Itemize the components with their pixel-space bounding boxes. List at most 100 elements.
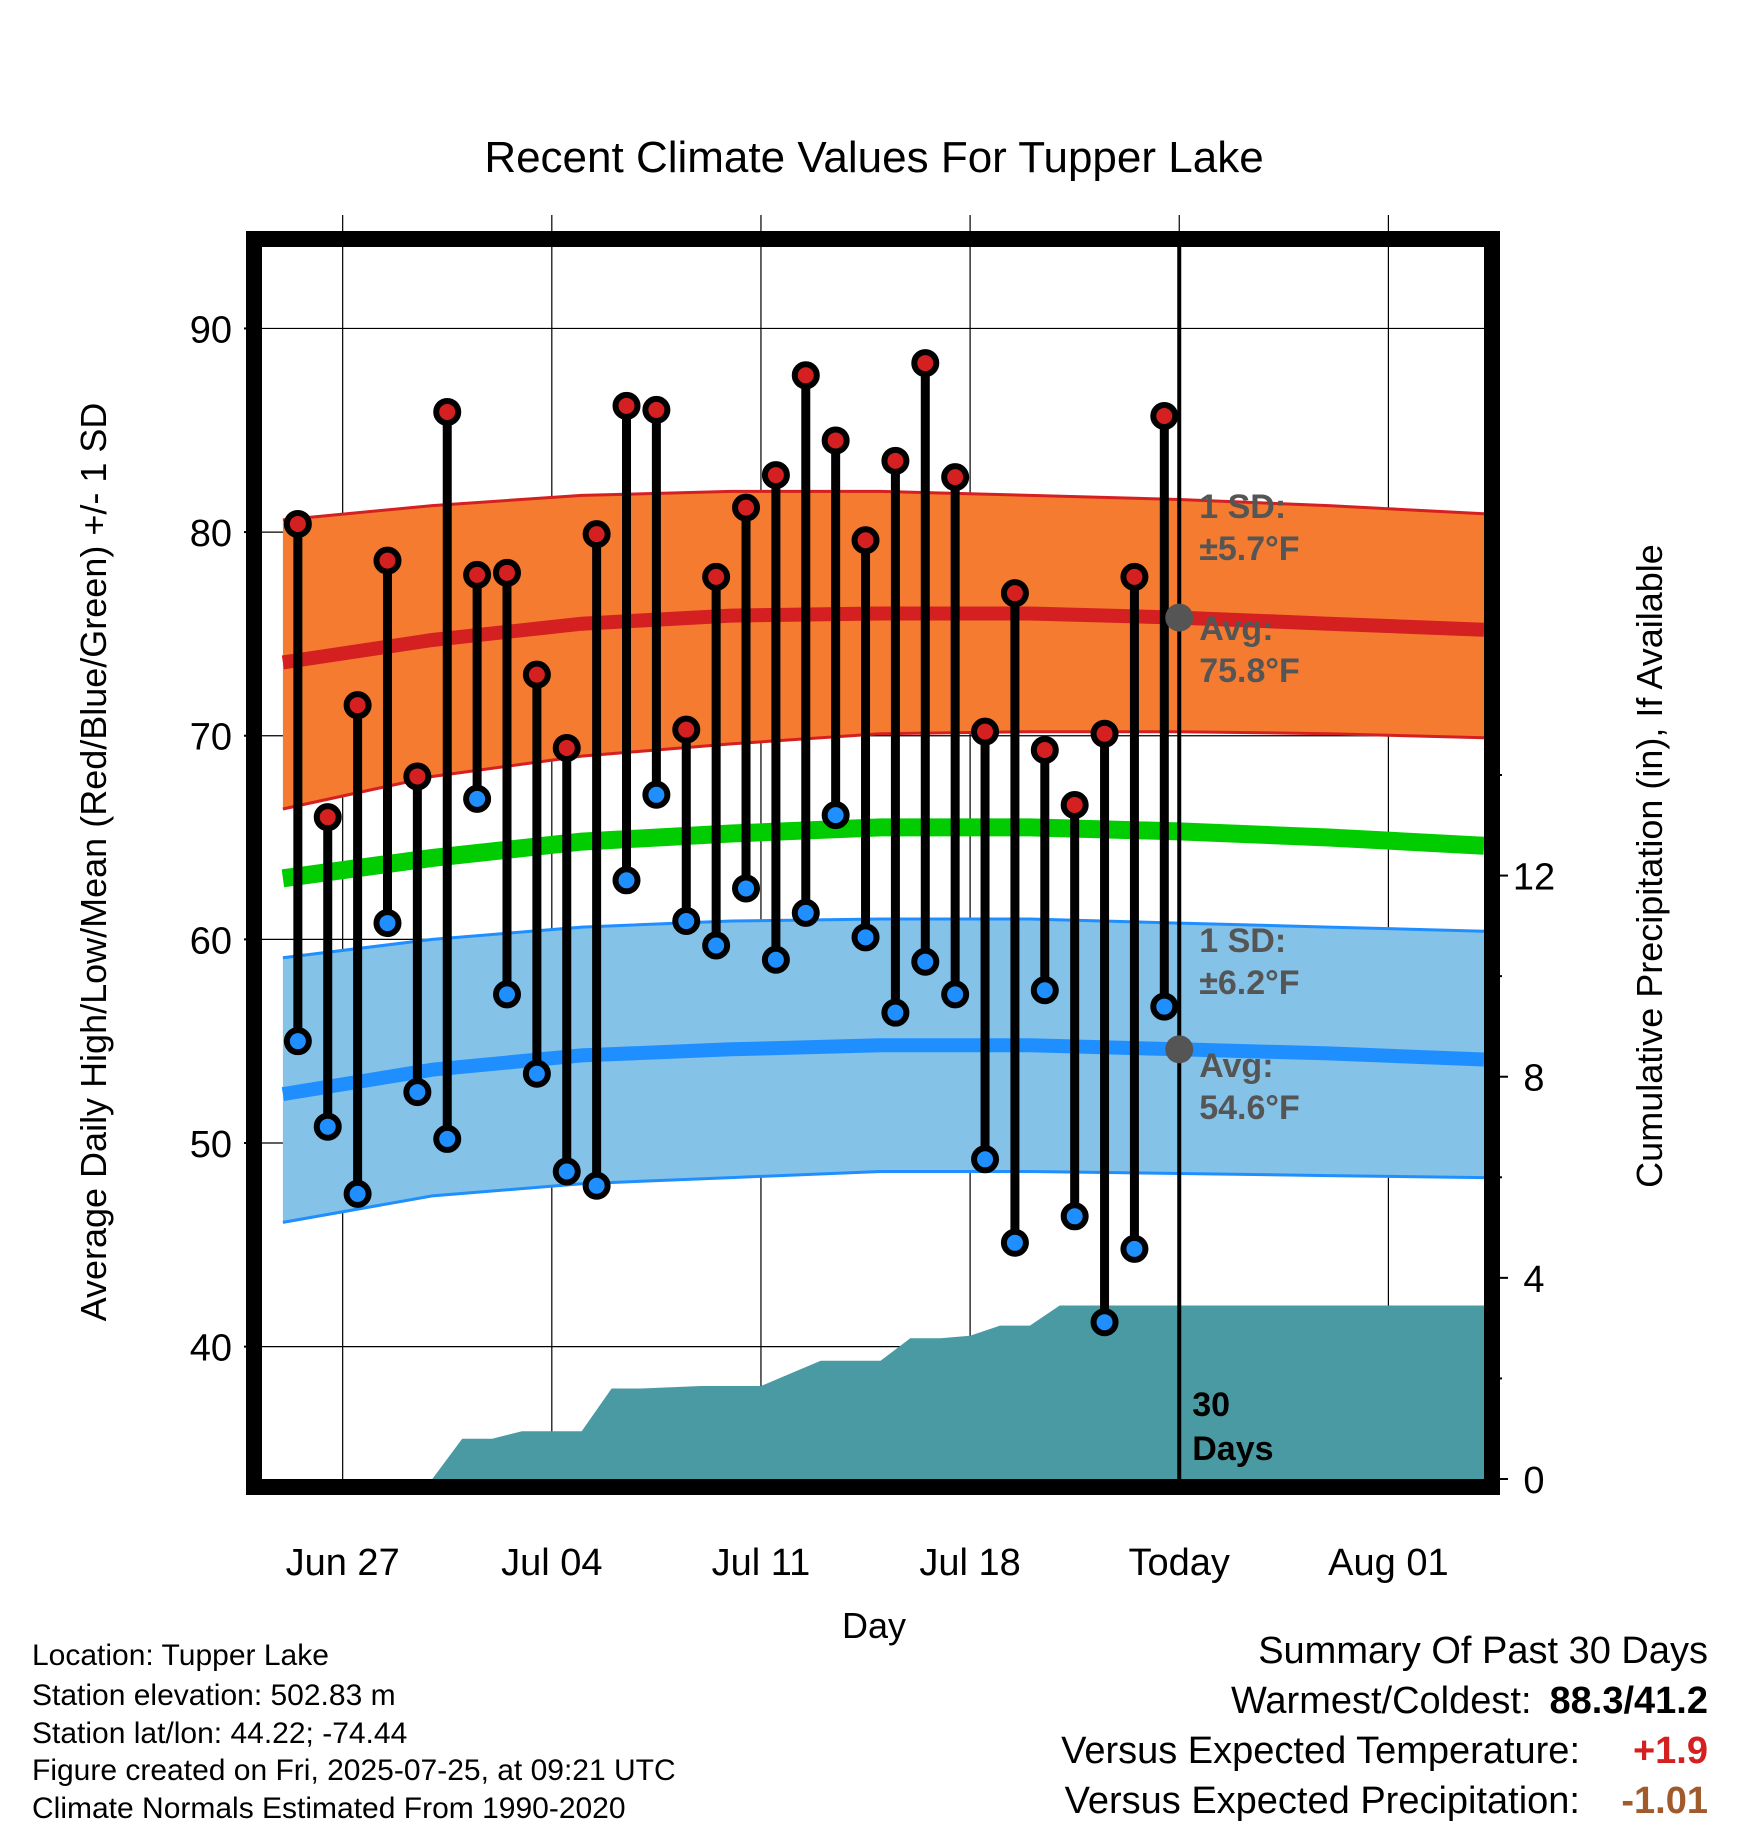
high-normal-band-upper — [282, 489, 1484, 522]
y-axis-title: Average Daily High/Low/Mean (Red/Blue/Gr… — [73, 403, 114, 1322]
high-avg-value: 75.8°F — [1199, 652, 1300, 690]
daily-low-point — [1120, 1234, 1149, 1263]
daily-low-point — [941, 980, 970, 1009]
daily-high-point — [791, 361, 820, 390]
warm-cold-label: Warmest/Coldest: — [1230, 1680, 1532, 1722]
y-tick-label: 40 — [190, 1328, 232, 1370]
low-normal-avg-line — [281, 1038, 1484, 1102]
warm-cold-value: 88.3/41.2 — [1549, 1680, 1708, 1722]
y-tick-label: 50 — [190, 1124, 232, 1166]
x-tick-label: Jul 04 — [501, 1542, 602, 1584]
daily-high-point — [552, 733, 581, 762]
daily-high-point — [403, 762, 432, 791]
daily-high-point — [941, 463, 970, 492]
daily-low-point — [1030, 976, 1059, 1005]
precip-label: Versus Expected Precipitation: — [1064, 1780, 1580, 1822]
daily-high-point — [522, 660, 551, 689]
daily-high-point — [1090, 719, 1119, 748]
created-text: Figure created on Fri, 2025-07-25, at 09… — [32, 1754, 676, 1787]
daily-low-point — [732, 874, 761, 903]
precip-area — [282, 1305, 1484, 1479]
daily-low-point — [642, 780, 671, 809]
daily-high-point — [1000, 579, 1029, 608]
y-tick-label: 60 — [190, 920, 232, 962]
today-days-number: 30 — [1192, 1386, 1230, 1424]
daily-low-point — [612, 866, 641, 895]
x-tick-label: Jul 11 — [712, 1542, 811, 1584]
daily-low-point — [881, 998, 910, 1027]
x-tick-label: Jul 18 — [919, 1542, 1020, 1584]
high-sd-value: ±5.7°F — [1199, 530, 1299, 568]
daily-high-point — [283, 509, 312, 538]
daily-low-point — [463, 784, 492, 813]
x-tick-label: Today — [1129, 1542, 1230, 1584]
daily-low-point — [492, 980, 521, 1009]
daily-low-point — [552, 1157, 581, 1186]
x-tick-label: Jun 27 — [286, 1542, 400, 1584]
daily-low-point — [582, 1171, 611, 1200]
daily-high-point — [1030, 735, 1059, 764]
daily-low-point — [433, 1124, 462, 1153]
low-normal-band — [282, 919, 1484, 1223]
daily-low-point — [911, 947, 940, 976]
low-avg-value: 54.6°F — [1199, 1089, 1300, 1127]
daily-high-point — [702, 562, 731, 591]
daily-high-point — [911, 349, 940, 378]
daily-high-point — [732, 493, 761, 522]
high-sd-label: 1 SD: — [1199, 488, 1286, 526]
low-normal-band-upper — [282, 917, 1484, 960]
daily-low-point — [522, 1059, 551, 1088]
summary-temp: Versus Expected Temperature: +1.9 — [1061, 1730, 1708, 1773]
daily-low-point — [283, 1027, 312, 1056]
daily-low-point — [851, 923, 880, 952]
y2-tick-label: 8 — [1523, 1058, 1544, 1100]
y2-axis-title: Cumulative Precipitation (in), If Availa… — [1629, 544, 1670, 1188]
daily-low-point — [791, 898, 820, 927]
daily-high-point — [582, 520, 611, 549]
daily-high-point — [463, 560, 492, 589]
plot-content — [281, 489, 1484, 1479]
daily-low-point — [1060, 1202, 1089, 1231]
y-tick-label: 80 — [190, 513, 232, 555]
summary-warm-cold: Warmest/Coldest: 88.3/41.2 — [1231, 1680, 1708, 1723]
high-normal-avg-line — [281, 606, 1484, 670]
summary-precip: Versus Expected Precipitation: -1.01 — [1065, 1780, 1708, 1823]
high-normal-band-lower — [282, 730, 1484, 811]
high-normal-band — [282, 491, 1484, 809]
y2-tick-label: 4 — [1523, 1259, 1544, 1301]
elevation-text: Station elevation: 502.83 m — [32, 1679, 396, 1712]
plot-frame — [246, 231, 1500, 1495]
normals-text: Climate Normals Estimated From 1990-2020 — [32, 1792, 626, 1825]
latlon-text: Station lat/lon: 44.22; -74.44 — [32, 1717, 408, 1750]
daily-high-point — [1120, 562, 1149, 591]
low-sd-value: ±6.2°F — [1199, 964, 1299, 1002]
daily-low-point — [313, 1112, 342, 1141]
daily-high-point — [881, 446, 910, 475]
y-tick-label: 70 — [190, 717, 232, 759]
daily-low-point — [1150, 992, 1179, 1021]
daily-low-point — [373, 909, 402, 938]
y-tick-label: 90 — [190, 309, 232, 351]
x-axis-title: Day — [842, 1605, 906, 1646]
high-avg-label: Avg: — [1199, 610, 1273, 648]
daily-low-point — [403, 1078, 432, 1107]
daily-low-point — [343, 1179, 372, 1208]
daily-high-point — [851, 526, 880, 555]
daily-low-point — [1090, 1308, 1119, 1337]
low-sd-label: 1 SD: — [1199, 922, 1286, 960]
daily-high-point — [1150, 402, 1179, 431]
temp-value: +1.9 — [1632, 1730, 1708, 1772]
daily-high-point — [1060, 790, 1089, 819]
today-high-avg-marker — [1165, 603, 1194, 632]
daily-high-point — [433, 397, 462, 426]
daily-high-point — [492, 558, 521, 587]
low-avg-label: Avg: — [1199, 1047, 1273, 1085]
daily-high-point — [971, 717, 1000, 746]
daily-high-point — [672, 715, 701, 744]
daily-high-point — [761, 461, 790, 490]
daily-low-point — [761, 945, 790, 974]
daily-low-point — [702, 931, 731, 960]
normal-mean-line — [281, 818, 1484, 888]
daily-low-point — [821, 801, 850, 830]
today-low-avg-marker — [1165, 1035, 1194, 1064]
